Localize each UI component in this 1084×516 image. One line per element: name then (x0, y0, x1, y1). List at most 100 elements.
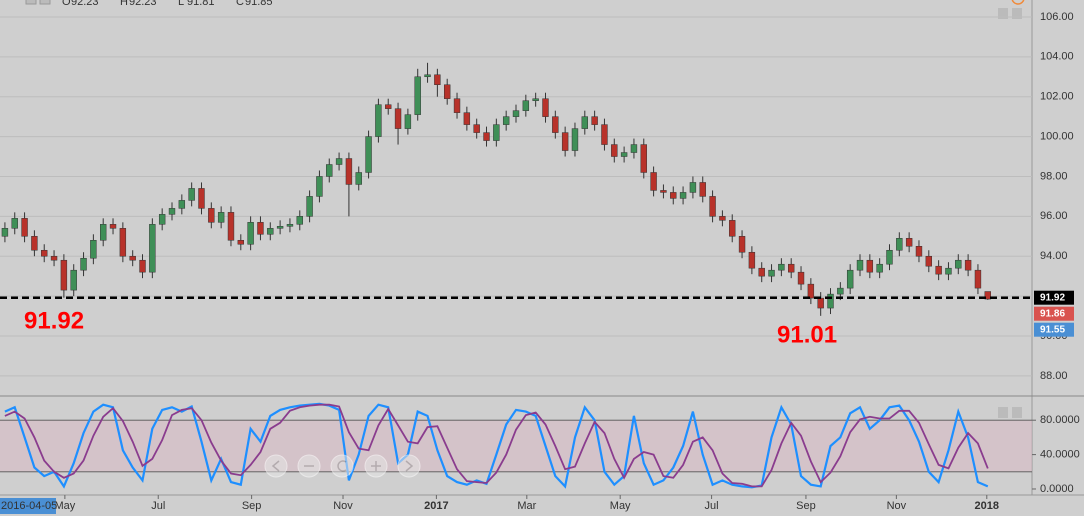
panel-icon[interactable] (1012, 8, 1022, 19)
candle-body (414, 76, 421, 115)
reset[interactable] (330, 454, 354, 478)
ohlc-key: C (236, 0, 244, 8)
plot-area: 88.0090.0092.0094.0096.0098.00100.00102.… (0, 11, 1080, 495)
y-tick-label: 94.00 (1040, 250, 1068, 262)
x-tick-label: Nov (333, 500, 353, 512)
candle-body (424, 74, 431, 78)
candle-body (984, 291, 991, 300)
x-tick-label: Jul (151, 500, 165, 512)
candle-body (316, 176, 323, 197)
toolbar-icon[interactable] (39, 0, 51, 5)
candle-body (41, 249, 48, 257)
candle-body (837, 287, 844, 295)
candle-body (738, 236, 746, 253)
candle-body (817, 297, 824, 309)
panel-icon[interactable] (1012, 407, 1022, 418)
ohlc-key: O (62, 0, 71, 8)
candle-body (257, 222, 264, 235)
candle-body (876, 263, 883, 273)
candle-body (453, 98, 461, 113)
candle-body (404, 114, 412, 129)
candle-body (434, 74, 441, 85)
candle-body (650, 172, 657, 191)
candle-body (630, 144, 638, 153)
candle-body (168, 208, 176, 215)
candle-body (542, 98, 549, 117)
candle-body (375, 104, 382, 137)
price-tag (1034, 322, 1074, 337)
cursor-date-box (0, 498, 56, 514)
candle-body (502, 116, 510, 125)
candle-body (788, 263, 795, 273)
y-tick-label: 88.00 (1040, 370, 1068, 382)
candle-body (571, 128, 579, 151)
candle-body (237, 240, 244, 245)
candle-body (335, 158, 343, 165)
y-tick-label: 102.00 (1040, 91, 1074, 103)
candle-body (778, 263, 785, 271)
icon (371, 461, 381, 471)
candle-body (719, 216, 726, 221)
ohlc-value: 92.23 (71, 0, 99, 8)
candle-body (90, 240, 97, 259)
candle-body (276, 226, 284, 229)
candle-body (227, 212, 235, 241)
candle-body (60, 259, 68, 291)
candle-body (1, 228, 9, 237)
candle-body (365, 136, 372, 173)
toolbar-icon[interactable] (25, 0, 37, 5)
candle-body (188, 188, 195, 201)
annotation: 91.92 (24, 307, 84, 334)
candle-body (729, 220, 736, 237)
candle-body (119, 228, 127, 257)
candle-body (139, 259, 146, 273)
price-tag-label: 91.92 (1040, 292, 1065, 303)
price-tag (1034, 306, 1074, 321)
candle-body (512, 110, 520, 117)
x-tick-label: Nov (887, 500, 907, 512)
panel-icon[interactable] (998, 407, 1008, 418)
candle-body (620, 152, 628, 157)
candle-body (286, 224, 294, 227)
icon (337, 460, 347, 472)
candle-body (758, 267, 765, 277)
candle-body (50, 255, 58, 261)
annotation: 91.01 (777, 321, 837, 348)
candle-body (640, 144, 647, 173)
candle-body (296, 216, 303, 225)
candle-body (611, 144, 618, 157)
pan-right[interactable] (397, 454, 421, 478)
x-tick-label: May (610, 500, 631, 512)
candle-body (306, 196, 313, 217)
x-tick-label: Sep (242, 500, 262, 512)
y-tick-label: 80.0000 (1040, 414, 1080, 426)
candle-body (601, 124, 608, 145)
candle-body (827, 293, 834, 309)
alert-icon[interactable] (1011, 0, 1025, 5)
y-tick-label: 96.00 (1040, 210, 1068, 222)
candle-body (326, 164, 333, 177)
candle-body (11, 218, 18, 229)
candle-body (768, 269, 775, 277)
y-tick-label: 106.00 (1040, 11, 1074, 23)
candle-body (463, 112, 471, 125)
candle-body (797, 271, 805, 285)
pan-left[interactable] (264, 454, 288, 478)
panel-icon[interactable] (998, 8, 1008, 19)
candle-body (208, 208, 215, 223)
ohlc-value: 92.23 (129, 0, 157, 8)
candle-body (905, 238, 913, 247)
candle-body (355, 172, 362, 185)
icon (405, 460, 414, 472)
candle-body (149, 224, 156, 273)
ohlc-key: L (178, 0, 184, 8)
candle-body (709, 196, 716, 217)
candle-body (345, 158, 353, 185)
candle-body (31, 236, 38, 251)
ohlc-value: 91.85 (245, 0, 273, 8)
candle-body (955, 259, 962, 269)
candle-body (591, 116, 598, 125)
candle-body (561, 132, 569, 151)
candle-body (679, 192, 687, 199)
band (0, 420, 1032, 472)
